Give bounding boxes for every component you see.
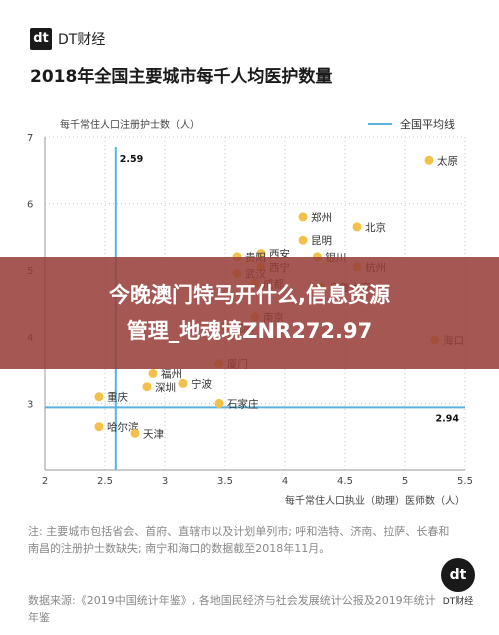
chart-note: 注: 主要城市包括省会、首府、直辖市以及计划单列市; 呼和浩特、济南、拉萨、长春… [28,525,450,555]
dt-logo-icon: dt [30,28,52,50]
x-tick-label: 2 [42,476,48,487]
x-tick-label: 5.5 [457,476,473,487]
data-point [178,378,188,388]
data-point-label: 昆明 [311,235,332,247]
chart-title: 2018年全国主要城市每千人均医护数量 [30,67,333,87]
data-point [214,398,224,408]
data-point-label: 石家庄 [227,397,259,410]
y-tick-label: 7 [27,133,33,144]
x-tick-label: 4.5 [337,476,353,487]
data-point-label: 福州 [161,367,182,380]
data-point-label: 郑州 [311,211,332,224]
banner-line-2: 管理_地魂境ZNR272.97 [126,319,373,343]
x-tick-label: 3 [162,476,168,487]
brand-header: dt DT财经 [30,28,105,50]
y-tick-label: 3 [27,399,33,410]
data-source: 数据来源:《2019中国统计年鉴》, 各地国民经济与社会发展统计公报及2019年… [28,594,436,624]
data-point [148,368,158,378]
data-point [298,212,308,222]
data-point [352,222,362,232]
data-point [256,249,266,259]
data-point [424,155,434,165]
dt-circle-logo-icon: dt [441,558,475,592]
footer-logo: dt DT财经 [438,558,478,607]
footer-logo-text: DT财经 [442,597,474,607]
x-tick-label: 5 [402,476,408,487]
brand-name: DT财经 [58,32,106,48]
data-point [94,392,104,402]
data-point-label: 重庆 [107,391,128,404]
banner-line-1: 今晚澳门特马开什么,信息资源 [109,283,390,307]
data-point-label: 深圳 [155,382,176,394]
overlay-banner: 今晚澳门特马开什么,信息资源 管理_地魂境ZNR272.97 [0,257,499,369]
data-point-label: 北京 [365,221,386,234]
data-point-label: 天津 [143,428,164,440]
data-point-label: 太原 [437,154,458,167]
data-point-label: 哈尔滨 [107,421,139,434]
data-point [94,422,104,432]
x-tick-label: 4 [282,476,288,487]
x-tick-label: 3.5 [217,476,233,487]
x-axis-label: 每千常住人口执业（助理）医师数（人） [285,494,465,507]
y-axis-label: 每千常住人口注册护士数（人） [60,118,200,131]
data-point-label: 宁波 [191,377,212,390]
data-point [130,428,140,438]
legend-label: 全国平均线 [400,117,455,131]
y-tick-label: 6 [27,200,33,211]
x-tick-label: 2.5 [97,476,113,487]
average-x-label: 2.59 [120,154,143,165]
data-point [298,235,308,245]
average-y-label: 2.94 [436,413,460,424]
data-point [142,382,152,392]
